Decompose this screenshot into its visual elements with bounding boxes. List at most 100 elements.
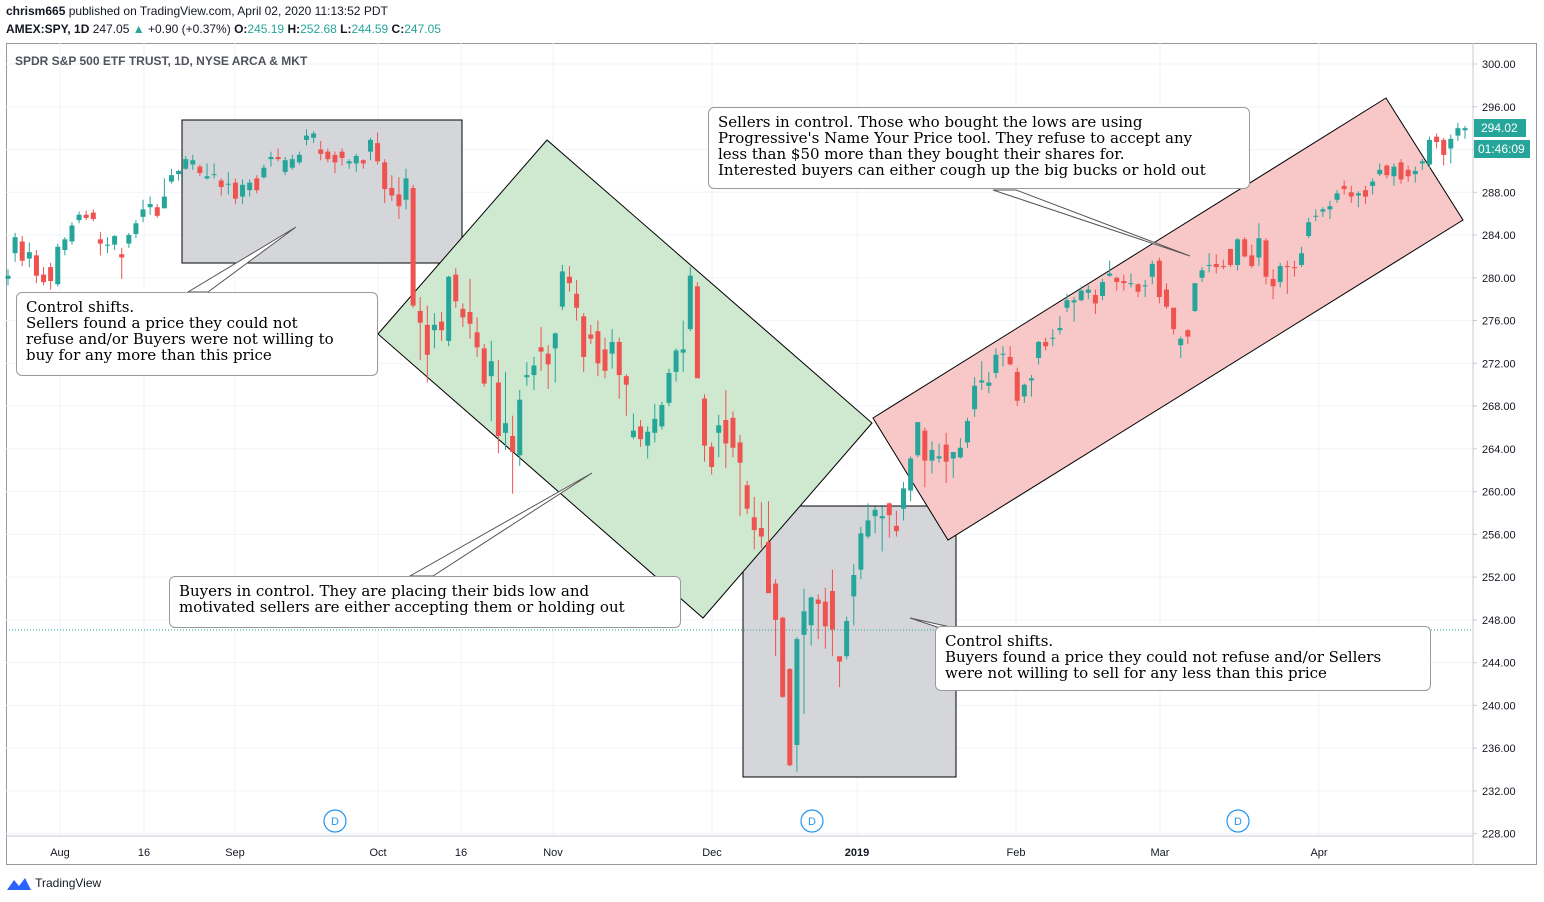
candle-body	[296, 154, 302, 163]
price-tick-label: 268.00	[1482, 401, 1516, 413]
time-tick-label: Oct	[369, 847, 386, 859]
candle-body	[1426, 139, 1432, 165]
time-axis: Aug 16 Sep Oct 16 Nov Dec 2019 Feb Mar Apr	[50, 847, 1328, 859]
dividend-marker-icon	[800, 809, 824, 833]
low-label: L:	[340, 22, 352, 36]
candle-body	[730, 417, 736, 448]
candle-body	[62, 239, 68, 251]
candle-body	[1327, 206, 1333, 210]
annotation-control-shifts-bottom: Control shifts. Buyers found a price the…	[935, 626, 1431, 691]
candle-body	[574, 293, 580, 308]
candle-body	[261, 167, 267, 178]
candle-body	[1391, 166, 1397, 177]
candle-body	[652, 418, 658, 433]
candle-body	[289, 159, 295, 168]
candle-body	[453, 274, 459, 302]
price-tick-label: 240.00	[1482, 700, 1516, 712]
candle-body	[702, 398, 708, 446]
callout-pointer-3	[992, 189, 1191, 257]
candle-body	[1320, 209, 1326, 212]
price-tick-label: 276.00	[1482, 316, 1516, 328]
candle-body	[1213, 263, 1219, 268]
candle-body	[1163, 289, 1169, 307]
candle-body	[275, 157, 281, 160]
candle-body	[367, 139, 373, 152]
annotation-control-shifts-top: Control shifts. Sellers found a price th…	[16, 292, 378, 376]
candle-body	[545, 353, 551, 365]
tradingview-logo[interactable]: TradingView	[6, 876, 101, 891]
candle-body	[325, 151, 331, 160]
candle-body	[1220, 266, 1226, 268]
candle-body	[503, 423, 509, 433]
candle-body	[872, 509, 878, 517]
author-name: chrism665	[6, 4, 66, 18]
candle-body	[1050, 337, 1056, 339]
price-change: +0.90 (+0.37%)	[147, 22, 231, 36]
candle-body	[1341, 185, 1347, 190]
candle-body	[232, 182, 238, 199]
candle-body	[744, 485, 750, 509]
candle-body	[90, 212, 96, 220]
candle-body	[389, 188, 395, 196]
candle-body	[218, 180, 224, 187]
candle-body	[915, 422, 921, 456]
candle-body	[1377, 169, 1383, 175]
candle-body	[1206, 264, 1212, 266]
candle-body	[1185, 330, 1191, 337]
candle-body	[332, 154, 338, 163]
candle-body	[517, 399, 523, 456]
candle-body	[1277, 266, 1283, 283]
candle-body	[851, 574, 857, 597]
candle-body	[787, 669, 793, 766]
candle-body	[375, 143, 381, 162]
candle-body	[360, 160, 366, 164]
candle-body	[638, 426, 644, 440]
candle-body	[460, 308, 466, 318]
candle-body	[901, 488, 907, 509]
candle-body	[1078, 290, 1084, 301]
candle-body	[126, 235, 132, 244]
candle-body	[602, 349, 608, 371]
candle-body	[417, 310, 423, 323]
candle-body	[112, 236, 118, 245]
candle-body	[254, 178, 260, 191]
candle-body	[964, 421, 970, 443]
candle-body	[673, 350, 679, 372]
price-tick-label: 252.00	[1482, 572, 1516, 584]
brand-label: TradingView	[35, 876, 102, 890]
candle-body	[1441, 139, 1447, 155]
candle-body	[630, 430, 636, 438]
candle-body	[55, 246, 61, 285]
candle-body	[524, 375, 530, 378]
candle-body	[659, 405, 665, 427]
candle-body	[204, 176, 210, 179]
candle-body	[240, 184, 246, 197]
candle-body	[467, 312, 473, 324]
candle-body	[794, 639, 800, 745]
price-tick-label: 284.00	[1482, 230, 1516, 242]
price-tick-label: 236.00	[1482, 743, 1516, 755]
candle-body	[1242, 239, 1248, 257]
candle-body	[247, 182, 253, 191]
candle-body	[1412, 170, 1418, 175]
price-tick-label: 264.00	[1482, 444, 1516, 456]
candle-body	[751, 517, 757, 531]
dividend-marker-icon	[1226, 809, 1250, 833]
candle-body	[1021, 384, 1027, 397]
time-tick-label: Mar	[1151, 847, 1170, 859]
candle-body	[1043, 341, 1049, 347]
candle-body	[1156, 260, 1162, 298]
open-label: O:	[234, 22, 248, 36]
candle-body	[559, 271, 565, 307]
price-tick-label: 256.00	[1482, 529, 1516, 541]
gray-zone-bottom	[742, 505, 957, 778]
candle-body	[1249, 255, 1255, 267]
candle-body	[1284, 266, 1290, 268]
annotation-buyers-in-control: Buyers in control. They are placing thei…	[169, 576, 681, 628]
price-tick-label: 232.00	[1482, 786, 1516, 798]
candle-body	[844, 620, 850, 657]
candle-body	[929, 449, 935, 461]
candle-body	[595, 331, 601, 364]
candle-body	[488, 361, 494, 377]
